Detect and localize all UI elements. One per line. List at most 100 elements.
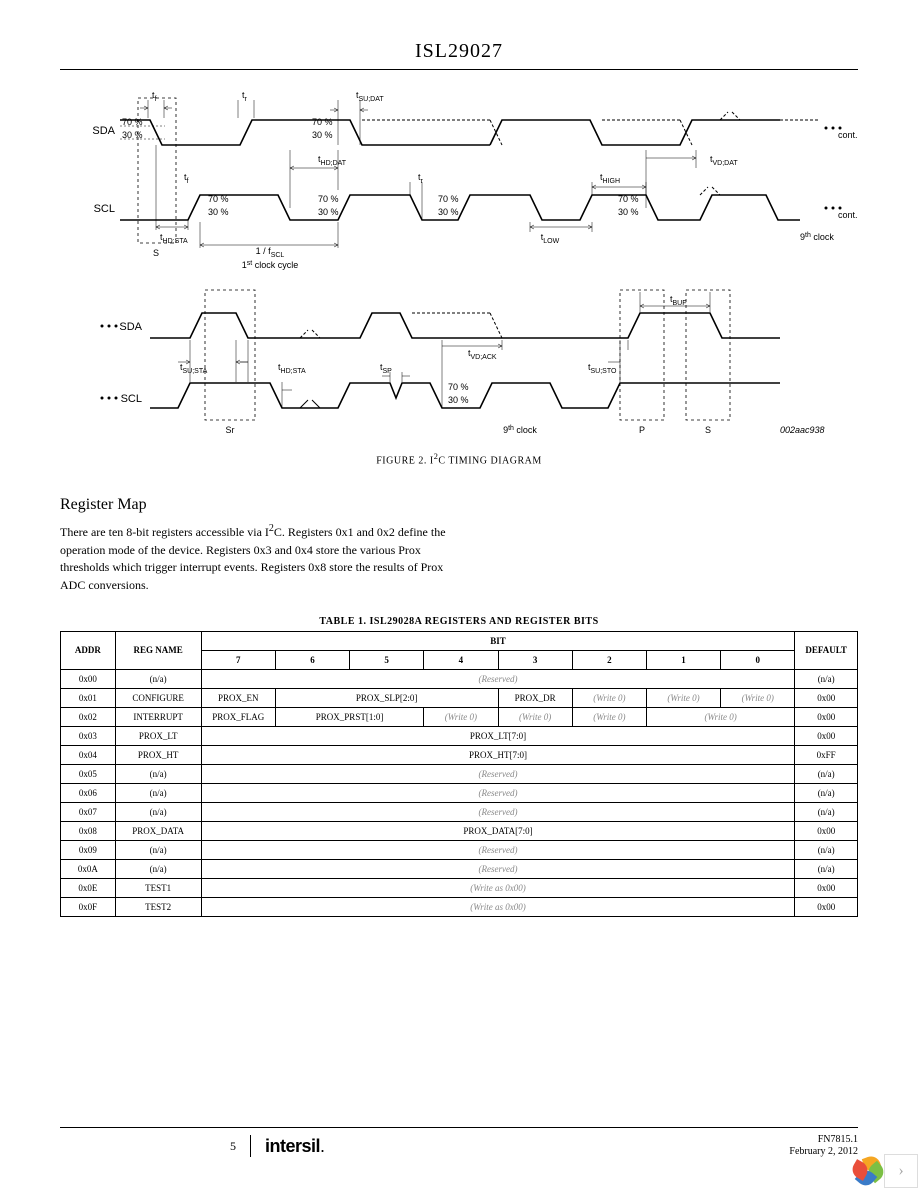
cell-bit: PROX_SLP[2:0] [275,688,498,707]
part-number-title: ISL29027 [60,40,858,63]
svg-text:tLOW: tLOW [541,232,560,245]
cell-addr: 0x04 [61,745,116,764]
corner-nav-widget: › [850,1154,918,1188]
cell-addr: 0x02 [61,707,116,726]
table-head: ADDR REG NAME BIT DEFAULT 7 6 5 4 3 2 1 … [61,631,858,669]
table-row: 0x0FTEST2(Write as 0x00)0x00 [61,897,858,916]
cell-regname: CONFIGURE [115,688,201,707]
cell-bit: (Write 0) [572,707,646,726]
table-body: 0x00(n/a)(Reserved)(n/a)0x01CONFIGUREPRO… [61,669,858,916]
cell-bit: (Write 0) [572,688,646,707]
table-row: 0x08PROX_DATAPROX_DATA[7:0]0x00 [61,821,858,840]
cell-default: (n/a) [795,802,858,821]
table-caption: TABLE 1. ISL29028A REGISTERS AND REGISTE… [60,616,858,627]
cell-default: (n/a) [795,859,858,878]
cell-addr: 0x08 [61,821,116,840]
cell-bit: (Reserved) [201,669,795,688]
col-bit-5: 5 [350,650,424,669]
col-bit-0: 0 [721,650,795,669]
cell-regname: TEST1 [115,878,201,897]
footer-rule [60,1127,858,1128]
cell-addr: 0x06 [61,783,116,802]
cell-bit: (Write as 0x00) [201,878,795,897]
svg-text:1 / fSCL: 1 / fSCL [256,246,285,259]
svg-text:tr: tr [242,90,248,103]
cell-bit: PROX_PRST[1:0] [275,707,423,726]
svg-text:30 %: 30 % [448,395,469,405]
cell-regname: PROX_HT [115,745,201,764]
cell-addr: 0x07 [61,802,116,821]
register-map-text: There are ten 8-bit registers accessible… [60,522,460,594]
col-bit-6: 6 [275,650,349,669]
col-bit-1: 1 [646,650,720,669]
cell-default: 0x00 [795,688,858,707]
cell-regname: (n/a) [115,669,201,688]
cell-default: (n/a) [795,783,858,802]
table-row: 0x0ETEST1(Write as 0x00)0x00 [61,878,858,897]
cell-regname: PROX_LT [115,726,201,745]
cell-addr: 0x09 [61,840,116,859]
cell-addr: 0x05 [61,764,116,783]
svg-text:30 %: 30 % [438,207,459,217]
cell-default: 0xFF [795,745,858,764]
svg-text:P: P [639,425,645,435]
cell-bit: PROX_FLAG [201,707,275,726]
table-row: 0x05(n/a)(Reserved)(n/a) [61,764,858,783]
svg-text:1st clock cycle: 1st clock cycle [242,260,298,270]
page-footer: 5 intersil. FN7815.1 February 2, 2012 [60,1134,858,1158]
cell-addr: 0x0E [61,878,116,897]
cell-bit: (Write 0) [498,707,572,726]
svg-text:tVD;ACK: tVD;ACK [468,348,497,361]
svg-text:70 %: 70 % [438,194,459,204]
col-bit-3: 3 [498,650,572,669]
cell-regname: PROX_DATA [115,821,201,840]
cell-addr: 0x0F [61,897,116,916]
cell-regname: INTERRUPT [115,707,201,726]
register-table: ADDR REG NAME BIT DEFAULT 7 6 5 4 3 2 1 … [60,631,858,917]
cell-bit: PROX_HT[7:0] [201,745,795,764]
cell-bit: (Write 0) [721,688,795,707]
cell-default: 0x00 [795,707,858,726]
table-row: 0x09(n/a)(Reserved)(n/a) [61,840,858,859]
svg-text:30 %: 30 % [318,207,339,217]
header-rule [60,69,858,70]
col-bit-4: 4 [424,650,498,669]
table-row: 0x03PROX_LTPROX_LT[7:0]0x00 [61,726,858,745]
cell-default: 0x00 [795,726,858,745]
svg-text:30 %: 30 % [122,130,143,140]
cell-default: (n/a) [795,840,858,859]
svg-text:9th clock: 9th clock [503,425,537,435]
svg-text:70 %: 70 % [208,194,229,204]
svg-text:tHD;STA: tHD;STA [278,362,306,375]
sda-label: SDA [92,125,115,137]
svg-text:Sr: Sr [226,425,235,435]
cell-regname: (n/a) [115,859,201,878]
scl-label: SCL [94,203,115,215]
svg-text:tHD;STA: tHD;STA [160,232,188,245]
table-row: 0x07(n/a)(Reserved)(n/a) [61,802,858,821]
timing-diagram-svg: S SDA cont. 70 % 30 % 70 % 30 % tf tr tS… [60,90,858,440]
svg-text:tf: tf [184,172,189,185]
svg-text:SDA: SDA [119,321,142,333]
svg-text:tSP: tSP [380,362,392,375]
leaf-icon [850,1154,884,1188]
svg-text:SCL: SCL [121,393,142,405]
cell-bit: PROX_EN [201,688,275,707]
cell-bit: (Reserved) [201,802,795,821]
col-default: DEFAULT [795,631,858,669]
table-row: 0x02INTERRUPTPROX_FLAGPROX_PRST[1:0](Wri… [61,707,858,726]
table-row: 0x01CONFIGUREPROX_ENPROX_SLP[2:0]PROX_DR… [61,688,858,707]
col-bit-2: 2 [572,650,646,669]
svg-text:tVD;DAT: tVD;DAT [710,154,738,167]
col-addr: ADDR [61,631,116,669]
cell-bit: (Write 0) [646,707,794,726]
svg-text:cont.: cont. [838,210,858,220]
cell-addr: 0x0A [61,859,116,878]
doc-number: FN7815.1 [789,1134,858,1146]
cell-addr: 0x03 [61,726,116,745]
doc-date: February 2, 2012 [789,1146,858,1158]
cell-regname: (n/a) [115,764,201,783]
next-page-button[interactable]: › [884,1154,918,1188]
cell-default: (n/a) [795,764,858,783]
cell-bit: (Write 0) [424,707,498,726]
